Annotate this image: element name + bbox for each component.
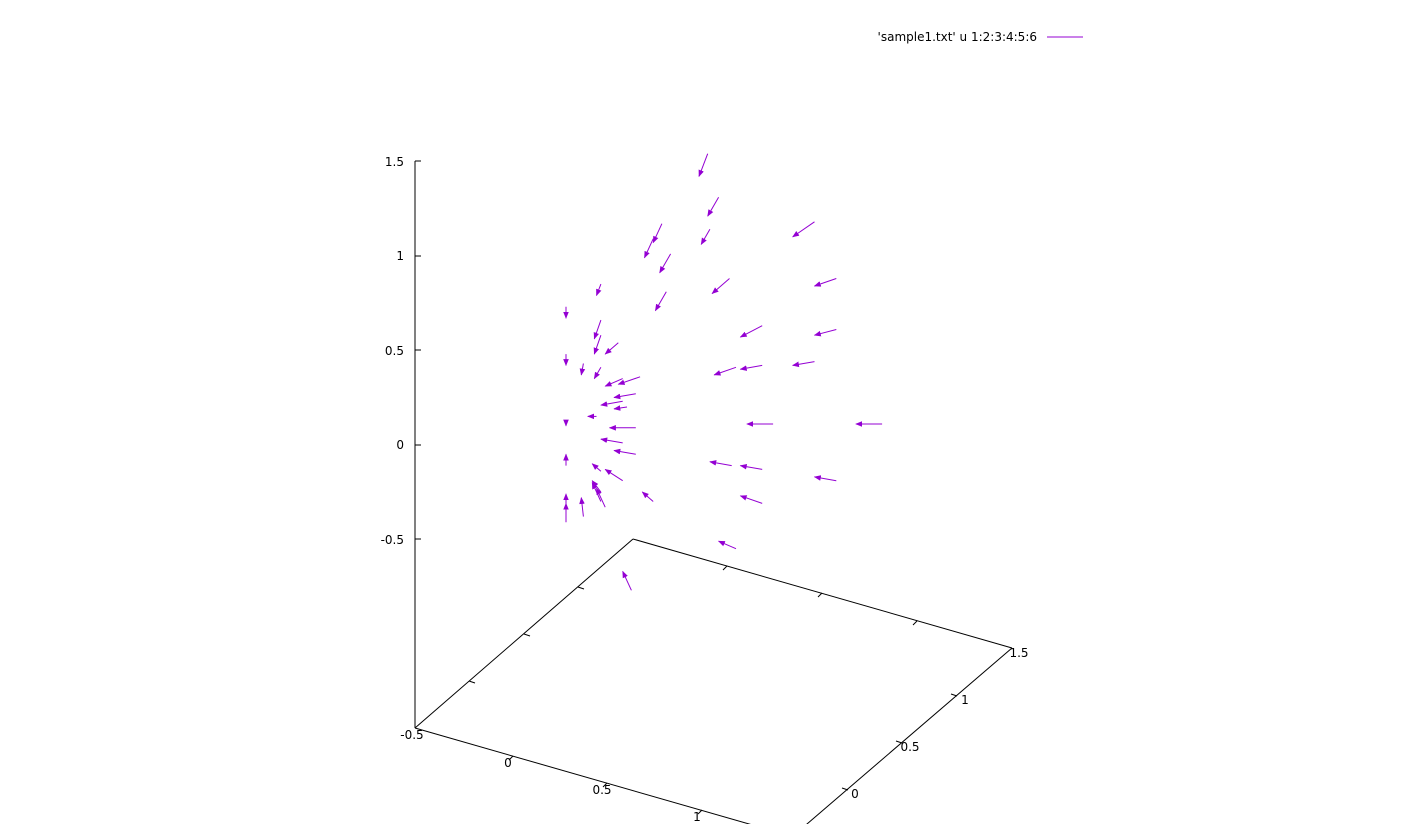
- vector-arrow: [698, 153, 709, 178]
- x-tick-mark: [508, 755, 514, 761]
- x-tick-mark: [602, 782, 608, 788]
- y-tick-label: 0.5: [900, 740, 919, 754]
- vector-arrow: [709, 460, 732, 467]
- vector-arrow: [739, 463, 763, 470]
- y-tick-mark: [895, 740, 903, 744]
- x-tick-label: 1: [693, 810, 701, 824]
- y-tick-mark: [912, 620, 918, 626]
- x-tick-mark: [577, 586, 585, 590]
- vector-arrow: [622, 570, 632, 591]
- z-tick-label: 0: [396, 438, 404, 452]
- vector-arrow: [613, 448, 636, 455]
- vector-arrow: [596, 487, 606, 508]
- vector-arrow: [654, 291, 667, 312]
- z-tick-label: -0.5: [381, 533, 404, 547]
- vector-arrow: [792, 221, 815, 238]
- vector-arrow: [813, 475, 837, 482]
- vector-arrow: [600, 400, 623, 407]
- vector-arrow: [593, 319, 602, 340]
- legend-label: 'sample1.txt' u 1:2:3:4:5:6: [878, 30, 1037, 44]
- x-tick-mark: [468, 680, 476, 684]
- vector-arrow: [604, 468, 623, 482]
- vector-arrow: [717, 540, 737, 550]
- z-tick-label: 1: [396, 249, 404, 263]
- x-tick-label: 0: [504, 756, 512, 770]
- base-edge-front-y: [806, 647, 1013, 824]
- vector-arrow: [591, 463, 602, 472]
- base-edge-back-right: [632, 538, 1013, 649]
- vector-arrow: [604, 378, 623, 387]
- y-tick-label: 1: [961, 693, 969, 707]
- y-tick-mark: [722, 565, 728, 571]
- vector-arrow: [579, 363, 586, 376]
- vector-arrow: [813, 329, 837, 337]
- base-edge-back-left: [414, 538, 634, 729]
- z-tick-label: 0.5: [385, 344, 404, 358]
- vector-arrow: [596, 283, 602, 297]
- vector-arrow: [739, 325, 763, 338]
- vector-arrow: [579, 497, 585, 517]
- vector-arrow: [711, 278, 730, 295]
- vector-series: [563, 153, 883, 591]
- vector-arrow: [600, 437, 623, 444]
- y-tick-mark: [950, 693, 958, 697]
- x-tick-mark: [697, 809, 703, 815]
- vector-arrow: [593, 367, 602, 380]
- vector-arrow: [613, 405, 628, 411]
- y-tick-mark: [841, 787, 849, 791]
- vector-arrow: [613, 393, 636, 400]
- vector-arrow: [713, 366, 737, 376]
- vector-arrow: [813, 278, 837, 287]
- z-axis: 1.5 1 0.5 0 -0.5: [381, 155, 421, 728]
- vector-arrow: [707, 196, 720, 217]
- vector-arrow: [641, 491, 654, 502]
- base-edge-front-x: [414, 727, 751, 824]
- vector-arrow: [739, 364, 763, 371]
- vector-arrow: [591, 481, 602, 502]
- vector-arrow: [617, 376, 641, 385]
- y-tick-label: 0: [851, 787, 859, 801]
- z-tick-label: 1.5: [385, 155, 404, 169]
- x-tick-label: -0.5: [400, 728, 423, 742]
- legend: 'sample1.txt' u 1:2:3:4:5:6: [878, 30, 1083, 44]
- x-tick-mark: [523, 633, 531, 637]
- vector-arrow: [652, 223, 663, 244]
- vector-arrow: [659, 253, 672, 274]
- base-plane: -0.5 0 0.5 1 0 0.5 1 1.5: [400, 538, 1029, 824]
- y-tick-label: 1.5: [1009, 646, 1028, 660]
- y-tick-mark: [817, 592, 823, 598]
- vector-arrow: [792, 361, 815, 368]
- vector-arrow: [604, 342, 619, 355]
- vector-arrow: [644, 238, 654, 259]
- vector-arrow: [700, 229, 711, 246]
- vector-arrow: [739, 495, 763, 504]
- x-tick-label: 0.5: [592, 783, 611, 797]
- vector-arrow: [593, 335, 602, 355]
